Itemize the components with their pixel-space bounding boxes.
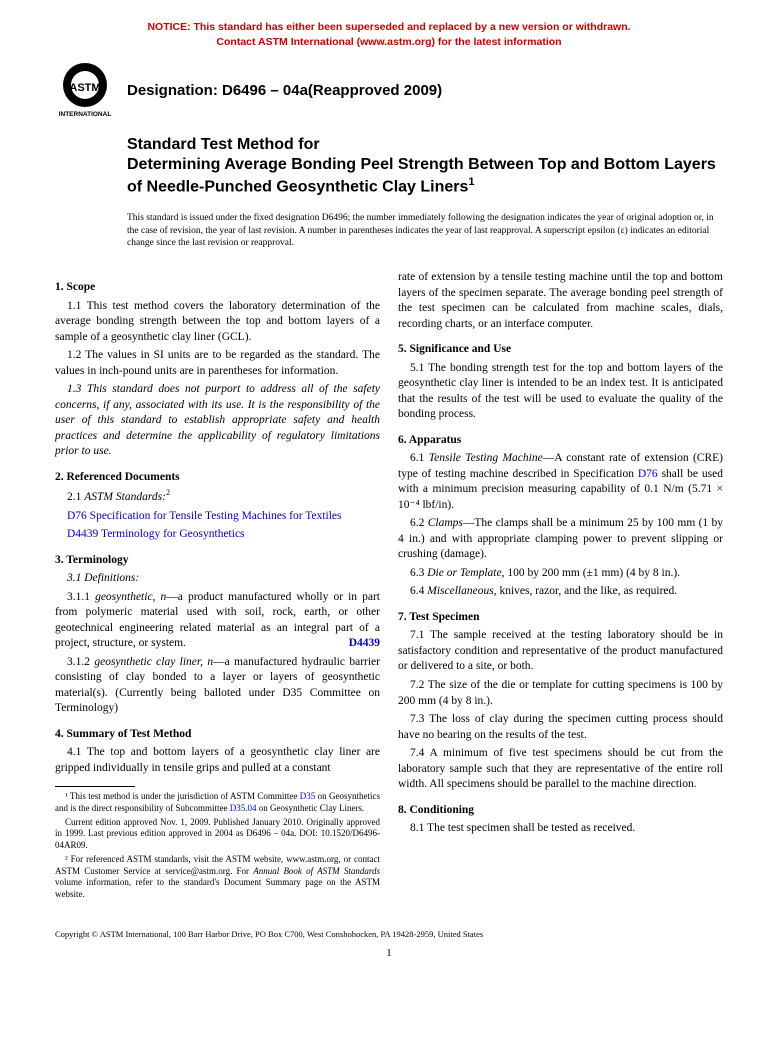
fn2-b: Annual Book of ASTM Standards [253, 866, 380, 876]
para-7-2: 7.2 The size of the die or template for … [398, 678, 723, 709]
p63-term: Die or Template, [427, 567, 504, 579]
two-column-body: 1. Scope 1.1 This test method covers the… [55, 270, 723, 902]
section-6-head: 6. Apparatus [398, 433, 723, 449]
para-7-3: 7.3 The loss of clay during the specimen… [398, 712, 723, 743]
notice-line2: Contact ASTM International (www.astm.org… [216, 36, 561, 48]
p62-num: 6.2 [410, 517, 428, 529]
supersession-notice: NOTICE: This standard has either been su… [55, 20, 723, 49]
title-main: Determining Average Bonding Peel Strengt… [127, 155, 723, 197]
para-2-1-a: 2.1 [67, 491, 84, 503]
para-8-1: 8.1 The test specimen shall be tested as… [398, 821, 723, 837]
p311-term: geosynthetic, n [95, 591, 166, 603]
title-main-text: Determining Average Bonding Peel Strengt… [127, 156, 716, 195]
fn1-link2[interactable]: D35.04 [230, 803, 257, 813]
copyright-line: Copyright © ASTM International, 100 Barr… [55, 929, 723, 939]
notice-line1: NOTICE: This standard has either been su… [147, 21, 630, 33]
title-block: Standard Test Method for Determining Ave… [127, 135, 723, 197]
fn1-c: on Geosynthetic Clay Liners. [256, 803, 364, 813]
para-6-4: 6.4 Miscellaneous, knives, razor, and th… [398, 584, 723, 600]
p61-link[interactable]: D76 [638, 468, 658, 480]
para-7-1: 7.1 The sample received at the testing l… [398, 628, 723, 675]
footnote-1b: Current edition approved Nov. 1, 2009. P… [55, 817, 380, 852]
para-6-1: 6.1 Tensile Testing Machine—A constant r… [398, 451, 723, 513]
fn1-a: ¹ This test method is under the jurisdic… [65, 791, 300, 801]
svg-text:INTERNATIONAL: INTERNATIONAL [59, 111, 112, 118]
p312-term: geosynthetic clay liner, n [94, 656, 213, 668]
astm-logo-icon: ASTM INTERNATIONAL [55, 61, 115, 119]
p64-num: 6.4 [410, 585, 427, 597]
ref-d4439[interactable]: D4439 Terminology for Geosynthetics [55, 527, 380, 543]
section-4-head: 4. Summary of Test Method [55, 727, 380, 743]
p64-term: Miscellaneous, [427, 585, 496, 597]
issuance-note: This standard is issued under the fixed … [127, 212, 723, 250]
ref-d76[interactable]: D76 Specification for Tensile Testing Ma… [55, 509, 380, 525]
section-3-head: 3. Terminology [55, 553, 380, 569]
section-8-head: 8. Conditioning [398, 803, 723, 819]
page-number: 1 [55, 947, 723, 959]
para-3-1-2: 3.1.2 geosynthetic clay liner, n—a manuf… [55, 655, 380, 717]
para-5-1: 5.1 The bonding strength test for the to… [398, 361, 723, 423]
footnote-2: ² For referenced ASTM standards, visit t… [55, 854, 380, 901]
svg-text:ASTM: ASTM [69, 82, 100, 94]
footnote-separator [55, 786, 135, 787]
para-2-1-b: ASTM Standards: [84, 491, 166, 503]
section-7-head: 7. Test Specimen [398, 610, 723, 626]
para-1-3: 1.3 This standard does not purport to ad… [55, 382, 380, 460]
p312-num: 3.1.2 [67, 656, 94, 668]
right-column: rate of extension by a tensile testing m… [398, 270, 723, 902]
para-1-1: 1.1 This test method covers the laborato… [55, 299, 380, 346]
footnote-1: ¹ This test method is under the jurisdic… [55, 791, 380, 814]
p63-c: 100 by 200 mm (±1 mm) (4 by 8 in.). [504, 567, 680, 579]
para-7-4: 7.4 A minimum of five test specimens sho… [398, 746, 723, 793]
page: NOTICE: This standard has either been su… [0, 0, 778, 989]
para-1-3-text: 1.3 This standard does not purport to ad… [55, 383, 380, 457]
fn1-link1[interactable]: D35 [300, 791, 316, 801]
para-4-1-cont: rate of extension by a tensile testing m… [398, 270, 723, 332]
designation-text: Designation: D6496 – 04a(Reapproved 2009… [127, 82, 442, 99]
p311-num: 3.1.1 [67, 591, 95, 603]
para-2-1: 2.1 ASTM Standards:2 [55, 488, 380, 505]
p311-reflink[interactable]: D4439 [337, 636, 380, 652]
p62-term: Clamps [428, 517, 463, 529]
p64-c: knives, razor, and the like, as required… [497, 585, 678, 597]
p61-term: Tensile Testing Machine [429, 452, 543, 464]
designation-row: ASTM INTERNATIONAL Designation: D6496 – … [55, 61, 723, 119]
para-1-2: 1.2 The values in SI units are to be reg… [55, 348, 380, 379]
para-4-1: 4.1 The top and bottom layers of a geosy… [55, 745, 380, 776]
p61-num: 6.1 [410, 452, 429, 464]
fn2-c: volume information, refer to the standar… [55, 877, 380, 899]
title-superscript: 1 [468, 176, 474, 188]
section-2-head: 2. Referenced Documents [55, 470, 380, 486]
left-column: 1. Scope 1.1 This test method covers the… [55, 270, 380, 902]
para-3-1: 3.1 Definitions: [55, 571, 380, 587]
para-6-2: 6.2 Clamps—The clamps shall be a minimum… [398, 516, 723, 563]
para-3-1-1: 3.1.1 geosynthetic, n—a product manufact… [55, 590, 380, 652]
para-2-1-sup: 2 [166, 488, 170, 497]
title-prefix: Standard Test Method for [127, 135, 723, 155]
p63-num: 6.3 [410, 567, 427, 579]
section-5-head: 5. Significance and Use [398, 342, 723, 358]
section-1-head: 1. Scope [55, 280, 380, 296]
para-6-3: 6.3 Die or Template, 100 by 200 mm (±1 m… [398, 566, 723, 582]
